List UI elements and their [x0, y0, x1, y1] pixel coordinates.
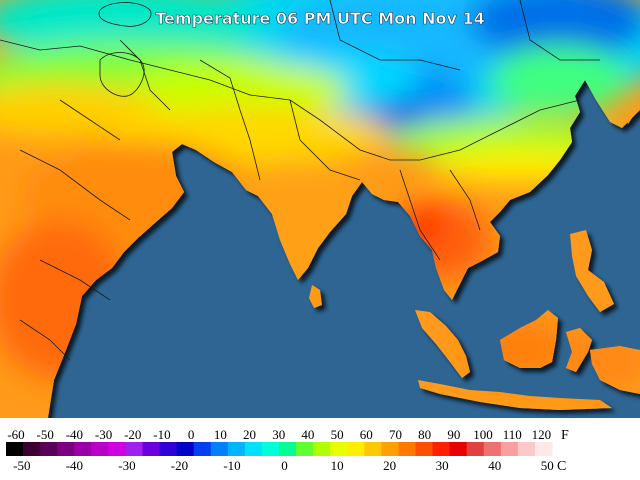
legend-swatch [57, 442, 75, 456]
fahrenheit-tick-label: 70 [389, 427, 402, 442]
legend-swatch [313, 442, 331, 456]
fahrenheit-tick-label: 20 [243, 427, 256, 442]
fahrenheit-tick-label: 120 [532, 427, 552, 442]
legend-swatch [40, 442, 58, 456]
legend-swatch [296, 442, 314, 456]
fahrenheit-tick-label: 90 [447, 427, 460, 442]
fahrenheit-tick-label: 100 [473, 427, 493, 442]
legend-swatch [534, 442, 553, 456]
legend-swatch [193, 442, 212, 456]
fahrenheit-tick-label: -10 [153, 427, 170, 442]
celsius-tick-label: 0 [281, 458, 288, 473]
fahrenheit-ticks: -60 -50 -40 -30 -20 -10 0 10 20 30 40 50 60 70 80 90 100… [7, 427, 551, 442]
legend-swatch [142, 442, 161, 456]
celsius-tick-label: 20 [383, 458, 396, 473]
celsius-tick-label: 40 [488, 458, 501, 473]
legend-swatch [449, 442, 468, 456]
legend-swatch [6, 442, 24, 456]
fahrenheit-tick-label: -20 [124, 427, 141, 442]
legend-swatch [517, 442, 536, 456]
color-bar [6, 442, 553, 456]
legend-swatch [466, 442, 485, 456]
legend-swatch [244, 442, 263, 456]
fahrenheit-tick-label: 110 [503, 427, 522, 442]
legend-swatch [364, 442, 382, 456]
temperature-map: Temperature 06 PM UTC Mon Nov 14 [0, 0, 640, 418]
legend-swatch [125, 442, 143, 456]
fahrenheit-tick-label: -50 [37, 427, 54, 442]
fahrenheit-tick-label: 80 [418, 427, 431, 442]
fahrenheit-tick-label: 0 [188, 427, 195, 442]
fahrenheit-tick-label: -60 [7, 427, 24, 442]
fahrenheit-tick-label: 40 [301, 427, 314, 442]
celsius-tick-label: 30 [436, 458, 449, 473]
celsius-tick-label: -20 [171, 458, 188, 473]
celsius-tick-label: 10 [331, 458, 344, 473]
legend-swatch [347, 442, 365, 456]
celsius-tick-label: -40 [66, 458, 83, 473]
legend-swatch [159, 442, 178, 456]
legend-swatch [227, 442, 246, 456]
legend-swatch [483, 442, 502, 456]
fahrenheit-tick-label: 10 [214, 427, 227, 442]
legend-swatch [279, 442, 297, 456]
legend-swatch [176, 442, 195, 456]
celsius-tick-label: 50 [541, 458, 554, 473]
legend-swatch [91, 442, 109, 456]
boundaries [0, 0, 600, 361]
celsius-tick-label: -50 [13, 458, 30, 473]
legend-swatch [415, 442, 434, 456]
legend-swatch [500, 442, 519, 456]
legend-swatch [381, 442, 399, 456]
temperature-legend: -60 -50 -40 -30 -20 -10 0 10 20 30 40 50 60 70 80 90 100… [0, 418, 640, 480]
fahrenheit-tick-label: 50 [331, 427, 344, 442]
legend-swatch [108, 442, 126, 456]
legend-swatch [432, 442, 451, 456]
fahrenheit-tick-label: 60 [360, 427, 373, 442]
legend-swatch [261, 442, 280, 456]
fahrenheit-tick-label: -30 [95, 427, 112, 442]
legend-swatch [74, 442, 92, 456]
celsius-tick-label: -30 [118, 458, 135, 473]
legend-swatch [330, 442, 348, 456]
legend-swatch [210, 442, 229, 456]
map-title: Temperature 06 PM UTC Mon Nov 14 [155, 9, 484, 28]
celsius-unit: C [557, 459, 566, 474]
celsius-tick-label: -10 [223, 458, 240, 473]
fahrenheit-tick-label: -40 [66, 427, 83, 442]
legend-swatch [398, 442, 416, 456]
fahrenheit-unit: F [561, 428, 569, 443]
legend-swatch [23, 442, 41, 456]
fahrenheit-tick-label: 30 [272, 427, 285, 442]
celsius-ticks: -50 -40 -30 -20 -10 0 10 20 30 40 50 [13, 458, 554, 473]
